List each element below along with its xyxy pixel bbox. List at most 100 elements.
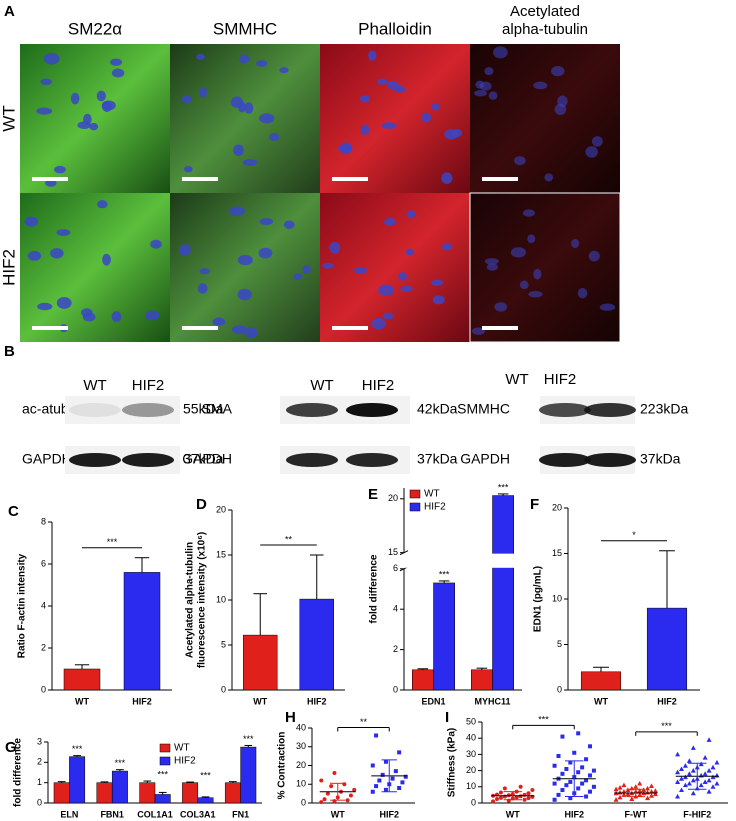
bar xyxy=(492,495,514,691)
data-point xyxy=(675,793,681,799)
nucleus xyxy=(110,58,123,66)
data-point xyxy=(625,791,631,797)
nucleus xyxy=(111,68,125,78)
data-point xyxy=(710,774,716,780)
data-point xyxy=(629,796,635,801)
nucleus xyxy=(577,287,588,299)
nucleus xyxy=(519,280,529,290)
data-point xyxy=(645,795,651,801)
data-point xyxy=(679,776,685,781)
data-point xyxy=(648,783,654,788)
data-point xyxy=(530,788,535,793)
data-point xyxy=(698,761,704,767)
data-point xyxy=(319,778,324,783)
data-point xyxy=(690,777,696,783)
x-tick-label: FN1 xyxy=(232,809,249,819)
nucleus xyxy=(406,210,416,219)
panel-label: I xyxy=(445,709,449,726)
data-point xyxy=(613,786,619,792)
legend-swatch xyxy=(159,743,171,753)
nucleus xyxy=(237,254,253,266)
nucleus xyxy=(89,122,99,131)
blot-size: 42kDa xyxy=(417,401,458,417)
panel-label: A xyxy=(4,3,15,20)
y-tick-label: 10 xyxy=(216,594,226,604)
nucleus xyxy=(97,200,108,209)
y-axis-label: Ratio F-actin intensity xyxy=(17,553,28,658)
bar xyxy=(197,797,214,804)
blot-size: 37kDa xyxy=(417,451,458,467)
y-tick-label: 10 xyxy=(466,781,476,791)
data-point xyxy=(652,788,658,793)
bar xyxy=(182,782,199,804)
data-point xyxy=(617,789,623,795)
y-tick-label: 15 xyxy=(216,549,226,559)
nucleus xyxy=(244,102,254,114)
nucleus xyxy=(486,263,499,271)
data-point xyxy=(383,787,388,792)
nucleus xyxy=(24,216,39,227)
y-axis-label: fold difference xyxy=(369,554,380,623)
data-point xyxy=(706,777,712,783)
blot-label: ac-atub xyxy=(22,401,69,417)
panel-label: C xyxy=(8,503,19,520)
nucleus xyxy=(184,165,193,173)
nucleus xyxy=(197,283,208,294)
data-point xyxy=(352,787,357,792)
significance: *** xyxy=(661,721,672,731)
data-point xyxy=(552,781,557,786)
nucleus xyxy=(441,172,453,184)
nucleus xyxy=(145,310,160,321)
nucleus xyxy=(40,78,53,86)
bar xyxy=(154,794,171,804)
nucleus xyxy=(528,290,543,298)
bar xyxy=(580,671,622,691)
data-point xyxy=(552,763,557,768)
y-tick-label: 2 xyxy=(37,757,42,767)
nucleus xyxy=(242,159,258,166)
lane-label: WT xyxy=(310,377,333,394)
nucleus xyxy=(302,265,311,274)
nucleus xyxy=(244,327,258,339)
y-tick-label: 5 xyxy=(557,639,562,649)
data-point xyxy=(587,744,592,749)
data-point xyxy=(377,778,382,783)
significance: *** xyxy=(115,758,126,768)
row-label: HIF2 xyxy=(0,249,18,286)
data-point xyxy=(325,791,330,796)
blot-size: 37kDa xyxy=(640,451,681,467)
nucleus xyxy=(229,206,245,216)
bar xyxy=(123,572,161,691)
legend-swatch xyxy=(409,489,421,499)
nucleus xyxy=(571,239,580,249)
column-title: Acetylated xyxy=(510,3,580,20)
bar xyxy=(53,782,70,804)
y-axis-label: Stiffness (kPa) xyxy=(447,728,458,797)
bar xyxy=(224,782,241,804)
nucleus xyxy=(599,303,616,311)
data-point xyxy=(584,778,589,783)
bar xyxy=(412,669,434,691)
blot-label: SMMHC xyxy=(457,401,510,417)
panel-label: D xyxy=(196,496,207,513)
data-point xyxy=(675,751,681,757)
nucleus xyxy=(384,217,396,226)
data-point xyxy=(400,780,405,785)
data-point xyxy=(556,792,561,797)
nucleus xyxy=(533,81,548,90)
bar xyxy=(240,746,257,804)
nucleus xyxy=(398,272,408,281)
nucleus xyxy=(488,91,498,100)
nucleus xyxy=(231,325,247,334)
band xyxy=(69,403,121,417)
panel-label: B xyxy=(4,343,15,360)
data-point xyxy=(498,790,503,795)
data-point xyxy=(564,766,569,771)
blot-label: GAPDH xyxy=(460,451,510,467)
y-tick-label: 20 xyxy=(552,502,562,512)
x-tick-label: FBN1 xyxy=(100,809,124,819)
data-point xyxy=(560,771,565,776)
micrograph xyxy=(470,44,620,193)
legend-swatch xyxy=(159,756,171,766)
lane-label: HIF2 xyxy=(132,377,165,394)
